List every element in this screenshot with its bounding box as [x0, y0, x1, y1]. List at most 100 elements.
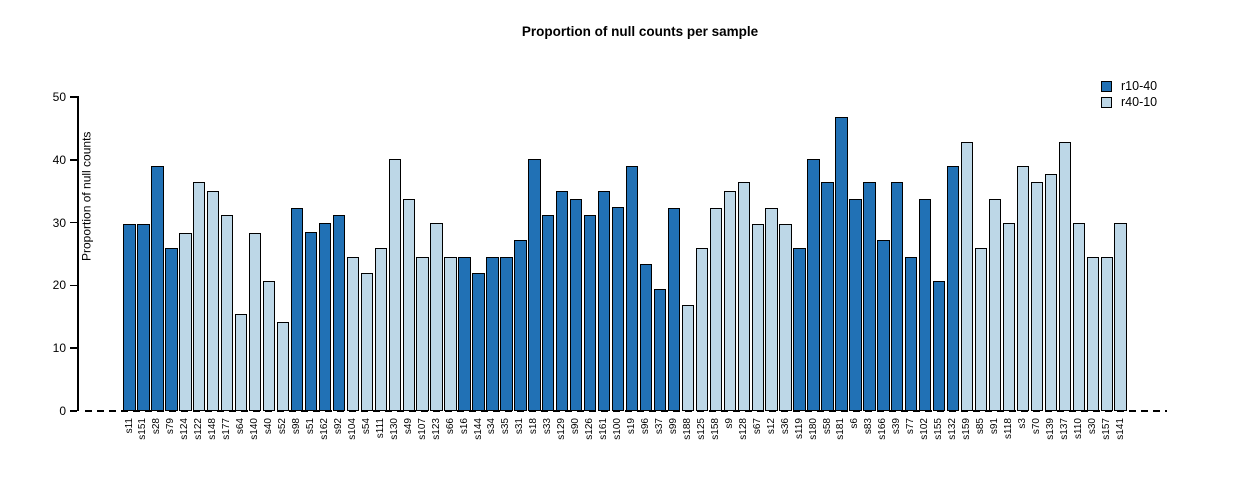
bar-s96 — [639, 264, 653, 411]
x-tick-label-s39: s39 — [891, 418, 903, 435]
bar-s6 — [849, 198, 862, 411]
x-tick-label-s58: s58 — [821, 418, 833, 435]
bar-s139 — [1044, 174, 1058, 411]
y-tick-label: 30 — [52, 215, 66, 230]
x-tick-label-s124: s124 — [179, 418, 191, 440]
x-tick-label-s12: s12 — [765, 418, 777, 435]
x-tick-label-s70: s70 — [1030, 418, 1042, 435]
x-tick-label-s166: s166 — [877, 418, 889, 440]
y-axis-label: Proportion of null counts — [79, 131, 94, 261]
bar-s181 — [835, 117, 848, 411]
y-tick-label: 40 — [52, 152, 66, 167]
bar-s137 — [1058, 142, 1071, 411]
x-tick-label-s157: s157 — [1100, 418, 1112, 440]
x-tick-label-s37: s37 — [653, 418, 665, 435]
y-axis-line — [77, 96, 79, 411]
bar-s98 — [290, 207, 304, 411]
bar-s132 — [946, 166, 960, 411]
x-tick-label-s177: s177 — [221, 418, 233, 440]
bar-s148 — [207, 191, 220, 411]
x-tick-label-s130: s130 — [388, 418, 400, 440]
bar-s54 — [360, 272, 373, 411]
bar-s33 — [542, 215, 555, 411]
bar-s177 — [221, 215, 234, 411]
legend-swatch-r10-40 — [1101, 80, 1112, 92]
x-tick-label-s151: s151 — [137, 418, 149, 440]
x-tick-label-s16: s16 — [458, 418, 470, 435]
x-tick-label-s161: s161 — [598, 418, 610, 440]
bar-s144 — [472, 272, 485, 411]
x-tick-label-s11: s11 — [123, 418, 135, 434]
bar-s28 — [151, 166, 164, 411]
legend-swatch-r40-10 — [1101, 96, 1112, 108]
x-tick-label-s91: s91 — [989, 418, 1001, 435]
bar-s161 — [597, 191, 611, 411]
bar-s158 — [709, 207, 722, 411]
bar-s111 — [374, 247, 387, 411]
bar-s92 — [332, 215, 346, 411]
x-tick-label-s102: s102 — [919, 418, 931, 440]
y-tick-label: 20 — [52, 278, 66, 293]
x-tick-label-s107: s107 — [416, 418, 428, 440]
bar-s85 — [974, 248, 988, 411]
x-tick-label-s9: s9 — [723, 418, 735, 429]
legend-item-r40-10: r40-10 — [1101, 94, 1157, 110]
x-tick-label-s129: s129 — [556, 418, 568, 440]
bar-s70 — [1030, 182, 1044, 411]
x-tick-label-s140: s140 — [249, 418, 261, 440]
bar-s58 — [821, 182, 834, 411]
bar-s36 — [779, 224, 792, 411]
x-tick-label-s188: s188 — [681, 418, 693, 440]
bar-s35 — [500, 256, 513, 411]
x-tick-label-s64: s64 — [235, 418, 247, 435]
bar-s52 — [276, 321, 290, 411]
bar-s188 — [681, 305, 695, 411]
y-tick-mark — [70, 410, 77, 412]
bar-s12 — [765, 207, 778, 411]
x-tick-label-s40: s40 — [263, 418, 275, 435]
x-tick-label-s51: s51 — [304, 418, 316, 435]
y-tick-label: 50 — [52, 90, 66, 104]
x-tick-label-s83: s83 — [863, 418, 875, 435]
x-tick-label-s148: s148 — [207, 418, 219, 440]
x-tick-label-s6: s6 — [849, 418, 861, 429]
x-tick-label-s181: s181 — [835, 418, 847, 440]
x-tick-label-s126: s126 — [584, 418, 596, 440]
x-tick-label-s159: s159 — [961, 418, 973, 440]
x-tick-label-s180: s180 — [807, 418, 819, 440]
bar-s79 — [165, 248, 178, 411]
x-tick-label-s158: s158 — [709, 418, 721, 440]
bar-s91 — [988, 198, 1002, 411]
x-tick-label-s98: s98 — [291, 418, 303, 435]
legend-item-r10-40: r10-40 — [1101, 78, 1157, 94]
x-tick-label-s144: s144 — [472, 418, 484, 440]
bar-s99 — [667, 207, 681, 411]
bar-s100 — [611, 206, 625, 411]
y-tick-mark — [70, 96, 77, 98]
x-tick-label-s92: s92 — [332, 418, 344, 435]
x-tick-label-s33: s33 — [542, 418, 554, 435]
x-tick-label-s3: s3 — [1016, 418, 1028, 429]
bar-s31 — [514, 239, 527, 411]
bar-s30 — [1086, 256, 1099, 411]
bar-s119 — [793, 248, 806, 411]
y-tick-mark — [70, 284, 77, 287]
bar-s102 — [919, 198, 932, 411]
x-tick-label-s111: s111 — [374, 418, 386, 439]
bar-s157 — [1100, 256, 1113, 411]
bar-s64 — [234, 314, 248, 411]
x-tick-label-s123: s123 — [430, 418, 442, 440]
bar-s124 — [179, 232, 192, 411]
x-tick-label-s96: s96 — [640, 418, 652, 435]
x-tick-label-s18: s18 — [528, 418, 540, 435]
bar-s110 — [1072, 223, 1085, 411]
bar-s67 — [751, 224, 764, 411]
x-tick-label-s137: s137 — [1058, 418, 1070, 440]
y-tick-mark — [70, 347, 77, 349]
x-tick-label-s125: s125 — [695, 418, 707, 440]
bar-s37 — [653, 288, 667, 411]
bar-s123 — [430, 223, 443, 411]
bar-s9 — [723, 191, 736, 411]
bar-s83 — [863, 182, 876, 411]
